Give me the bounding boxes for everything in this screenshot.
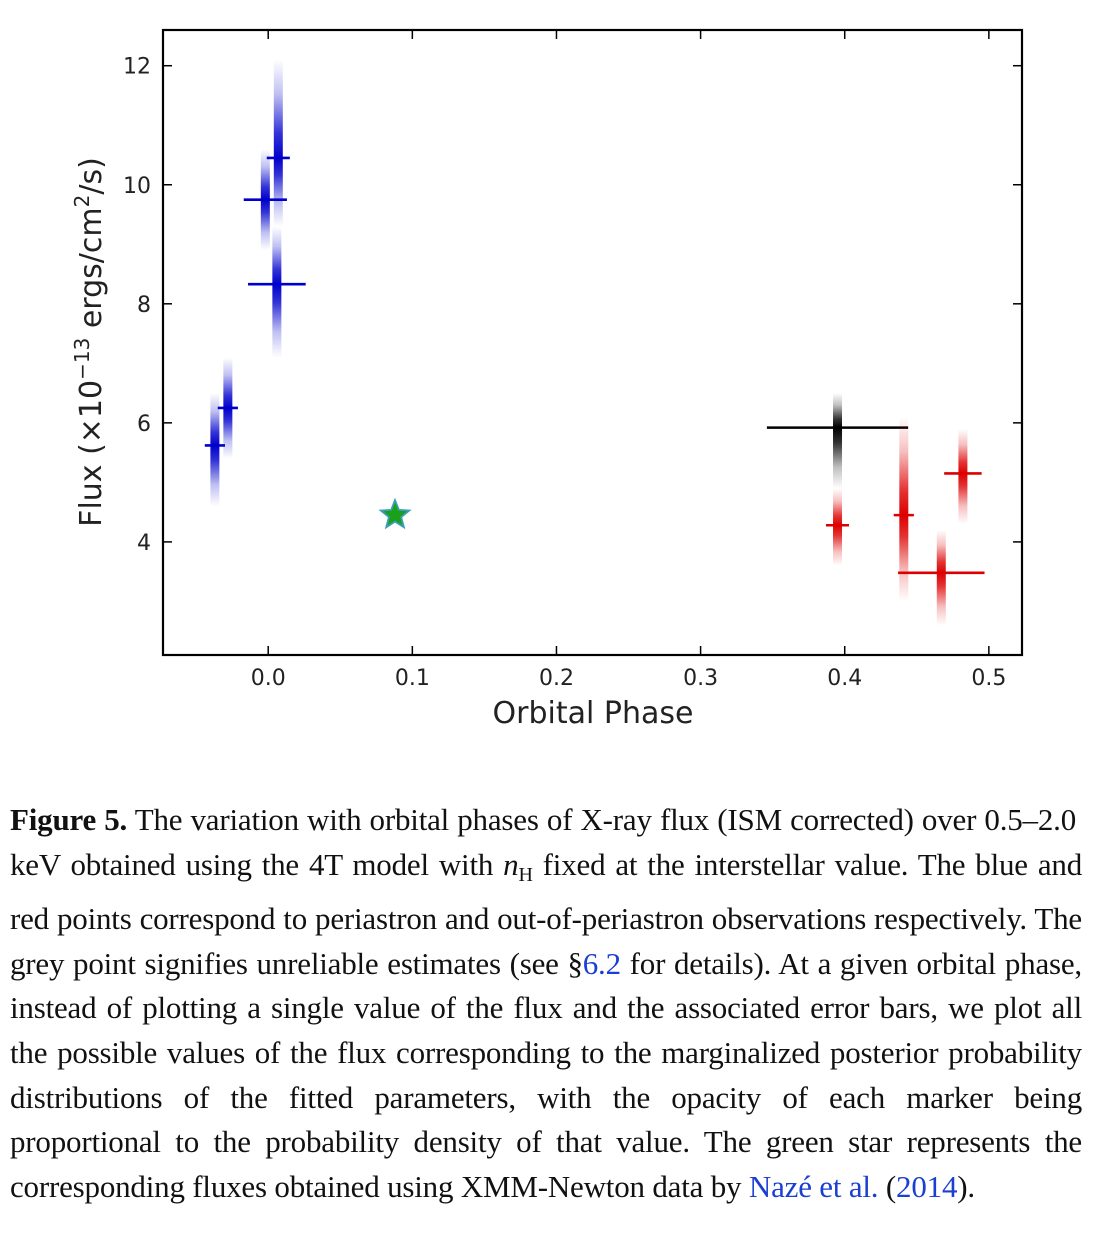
figure-label: Figure 5.: [10, 802, 128, 837]
y-tick-label: 12: [123, 55, 151, 80]
y-tick-label: 4: [137, 531, 151, 556]
x-tick-label: 0.5: [971, 666, 1006, 691]
reference-open: (: [878, 1168, 897, 1204]
xmm-newton-star: [378, 497, 412, 530]
caption-text-3: for details). At a given orbital phase, …: [10, 945, 1082, 1204]
x-tick-label: 0.2: [539, 666, 574, 691]
flux-density-out_of_periastron: [899, 416, 909, 602]
plot-frame: [161, 28, 1024, 657]
caption-text-2: fixed at the interstellar value. The blu…: [10, 846, 1082, 981]
figure-caption: Figure 5. The variation with orbital pha…: [10, 798, 1082, 1209]
y-tick-label: 6: [137, 412, 151, 437]
y-axis-label: Flux (×10−13 ergs/cm2/s): [70, 157, 109, 527]
flux-density-out_of_periastron: [833, 488, 843, 566]
flux-density-periastron: [273, 59, 283, 227]
y-tick-label: 8: [137, 293, 151, 318]
x-tick-label: 0.0: [251, 666, 286, 691]
reference-close: ).: [957, 1168, 975, 1204]
nh-subscript: H: [518, 863, 533, 886]
x-tick-label: 0.4: [827, 666, 862, 691]
flux-density-periastron: [272, 226, 282, 358]
y-tick-label: 10: [123, 174, 151, 199]
x-tick-label: 0.1: [395, 666, 430, 691]
x-tick-label: 0.3: [683, 666, 718, 691]
flux-density-periastron: [210, 393, 220, 507]
reference-link[interactable]: Nazé et al.: [748, 1168, 879, 1204]
x-axis-label: Orbital Phase: [493, 696, 694, 731]
reference-year-link[interactable]: 2014: [896, 1168, 958, 1204]
flux-density-out_of_periastron: [936, 530, 946, 626]
nh-symbol: n: [503, 846, 519, 882]
flux-density-out_of_periastron: [958, 428, 968, 525]
caption-text-1: The variation with orbital phases of X-r…: [10, 802, 1083, 882]
flux-density-unreliable: [833, 393, 843, 489]
section-link[interactable]: 6.2: [582, 945, 621, 981]
